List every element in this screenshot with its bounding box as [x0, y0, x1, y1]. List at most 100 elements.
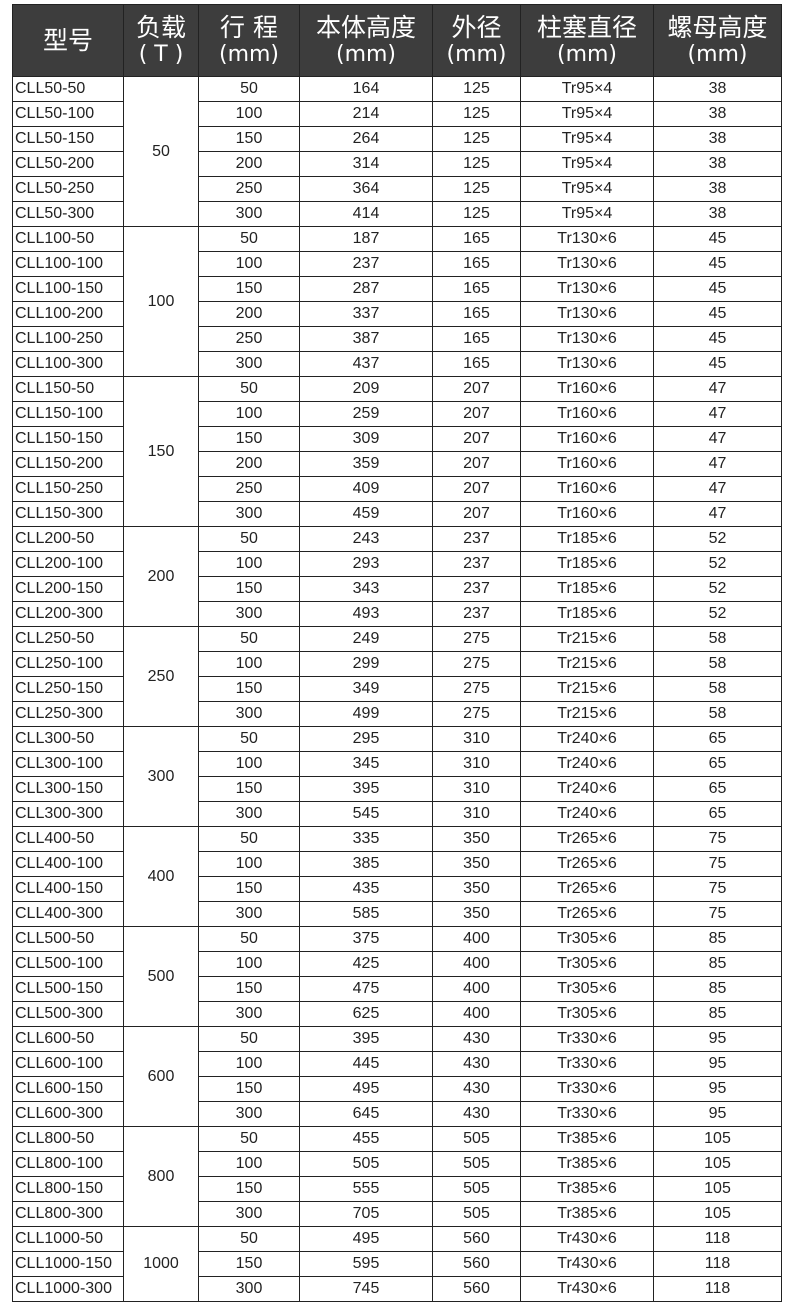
cell-nut-height: 52 — [653, 576, 782, 602]
cell-stroke: 150 — [198, 1176, 300, 1202]
cell-outer-diameter: 207 — [432, 376, 521, 402]
cell-stroke: 150 — [198, 976, 300, 1002]
cell-model: CLL600-150 — [12, 1076, 124, 1102]
cell-outer-diameter: 237 — [432, 551, 521, 577]
cell-outer-diameter: 125 — [432, 126, 521, 152]
cell-outer-diameter: 505 — [432, 1126, 521, 1152]
cell-nut-height: 75 — [653, 851, 782, 877]
cell-outer-diameter: 400 — [432, 926, 521, 952]
cell-model: CLL300-100 — [12, 751, 124, 777]
cell-stroke: 300 — [198, 801, 300, 827]
cell-load: 800 — [123, 1126, 199, 1227]
cell-model: CLL800-50 — [12, 1126, 124, 1152]
header-title: 行 程 — [220, 12, 278, 42]
cell-load: 50 — [123, 76, 199, 227]
cell-stroke: 100 — [198, 401, 300, 427]
cell-stroke: 50 — [198, 626, 300, 652]
table-row: CLL500-300 300 625 400 Tr305×6 85 — [12, 1001, 782, 1027]
cell-stroke: 50 — [198, 826, 300, 852]
cell-model: CLL300-300 — [12, 801, 124, 827]
cell-model: CLL250-50 — [12, 626, 124, 652]
header-plunger-diameter: 柱塞直径 (mm) — [520, 4, 654, 77]
cell-outer-diameter: 125 — [432, 76, 521, 102]
header-unit: (mm) — [556, 41, 618, 67]
cell-nut-height: 105 — [653, 1151, 782, 1177]
spec-table: 型号 负载( T ) 行 程 (mm) 本体高度 (mm) 外径 (mm) 柱塞直径(… — [12, 4, 782, 1302]
cell-plunger-diameter: Tr95×4 — [520, 76, 654, 102]
cell-model: CLL800-300 — [12, 1201, 124, 1227]
cell-nut-height: 65 — [653, 751, 782, 777]
cell-outer-diameter: 125 — [432, 101, 521, 127]
cell-nut-height: 47 — [653, 376, 782, 402]
cell-nut-height: 65 — [653, 776, 782, 802]
cell-body-height: 349 — [299, 676, 433, 702]
table-row: CLL300-100 100 345 310 Tr240×6 65 — [12, 751, 782, 777]
header-unit: ( T ) — [138, 41, 184, 67]
cell-plunger-diameter: Tr160×6 — [520, 401, 654, 427]
cell-plunger-diameter: Tr265×6 — [520, 826, 654, 852]
cell-outer-diameter: 400 — [432, 1001, 521, 1027]
cell-model: CLL800-150 — [12, 1176, 124, 1202]
cell-body-height: 395 — [299, 776, 433, 802]
header-stroke: 行 程 (mm) — [198, 4, 300, 77]
cell-plunger-diameter: Tr130×6 — [520, 301, 654, 327]
cell-stroke: 100 — [198, 851, 300, 877]
cell-stroke: 100 — [198, 101, 300, 127]
cell-stroke: 300 — [198, 1201, 300, 1227]
header-model: 型号 — [12, 4, 124, 77]
cell-nut-height: 47 — [653, 476, 782, 502]
cell-stroke: 300 — [198, 901, 300, 927]
table-row: CLL50-300 300 414 125 Tr95×4 38 — [12, 201, 782, 227]
cell-nut-height: 118 — [653, 1251, 782, 1277]
table-row: CLL50-150 150 264 125 Tr95×4 38 — [12, 126, 782, 152]
cell-outer-diameter: 207 — [432, 501, 521, 527]
cell-outer-diameter: 275 — [432, 626, 521, 652]
cell-nut-height: 85 — [653, 976, 782, 1002]
cell-load: 500 — [123, 926, 199, 1027]
cell-model: CLL600-100 — [12, 1051, 124, 1077]
table-row: CLL100-50 100 50 187 165 Tr130×6 45 — [12, 226, 782, 377]
table-row: CLL800-300 300 705 505 Tr385×6 105 — [12, 1201, 782, 1227]
cell-nut-height: 58 — [653, 651, 782, 677]
table-row: CLL250-300 300 499 275 Tr215×6 58 — [12, 701, 782, 727]
cell-stroke: 100 — [198, 651, 300, 677]
table-row: CLL600-100 100 445 430 Tr330×6 95 — [12, 1051, 782, 1077]
cell-stroke: 300 — [198, 601, 300, 627]
cell-stroke: 250 — [198, 326, 300, 352]
cell-outer-diameter: 275 — [432, 651, 521, 677]
cell-body-height: 249 — [299, 626, 433, 652]
cell-outer-diameter: 275 — [432, 701, 521, 727]
cell-body-height: 455 — [299, 1126, 433, 1152]
cell-plunger-diameter: Tr265×6 — [520, 901, 654, 927]
cell-stroke: 50 — [198, 76, 300, 102]
cell-model: CLL400-50 — [12, 826, 124, 852]
cell-outer-diameter: 125 — [432, 201, 521, 227]
cell-body-height: 264 — [299, 126, 433, 152]
cell-body-height: 309 — [299, 426, 433, 452]
cell-nut-height: 85 — [653, 926, 782, 952]
cell-plunger-diameter: Tr95×4 — [520, 176, 654, 202]
table-row: CLL800-100 100 505 505 Tr385×6 105 — [12, 1151, 782, 1177]
cell-stroke: 150 — [198, 776, 300, 802]
cell-nut-height: 45 — [653, 301, 782, 327]
cell-body-height: 385 — [299, 851, 433, 877]
cell-stroke: 200 — [198, 451, 300, 477]
cell-body-height: 645 — [299, 1101, 433, 1127]
cell-plunger-diameter: Tr95×4 — [520, 126, 654, 152]
cell-outer-diameter: 430 — [432, 1076, 521, 1102]
cell-plunger-diameter: Tr330×6 — [520, 1051, 654, 1077]
cell-plunger-diameter: Tr130×6 — [520, 326, 654, 352]
cell-model: CLL50-250 — [12, 176, 124, 202]
cell-load: 400 — [123, 826, 199, 927]
cell-stroke: 50 — [198, 226, 300, 252]
header-nut-height: 螺母高度 (mm) — [653, 4, 782, 77]
cell-plunger-diameter: Tr240×6 — [520, 776, 654, 802]
cell-body-height: 475 — [299, 976, 433, 1002]
cell-outer-diameter: 237 — [432, 526, 521, 552]
cell-body-height: 299 — [299, 651, 433, 677]
cell-model: CLL1000-50 — [12, 1226, 124, 1252]
cell-stroke: 150 — [198, 576, 300, 602]
cell-model: CLL500-150 — [12, 976, 124, 1002]
table-row: CLL150-50 150 50 209 207 Tr160×6 47 — [12, 376, 782, 527]
cell-nut-height: 45 — [653, 326, 782, 352]
